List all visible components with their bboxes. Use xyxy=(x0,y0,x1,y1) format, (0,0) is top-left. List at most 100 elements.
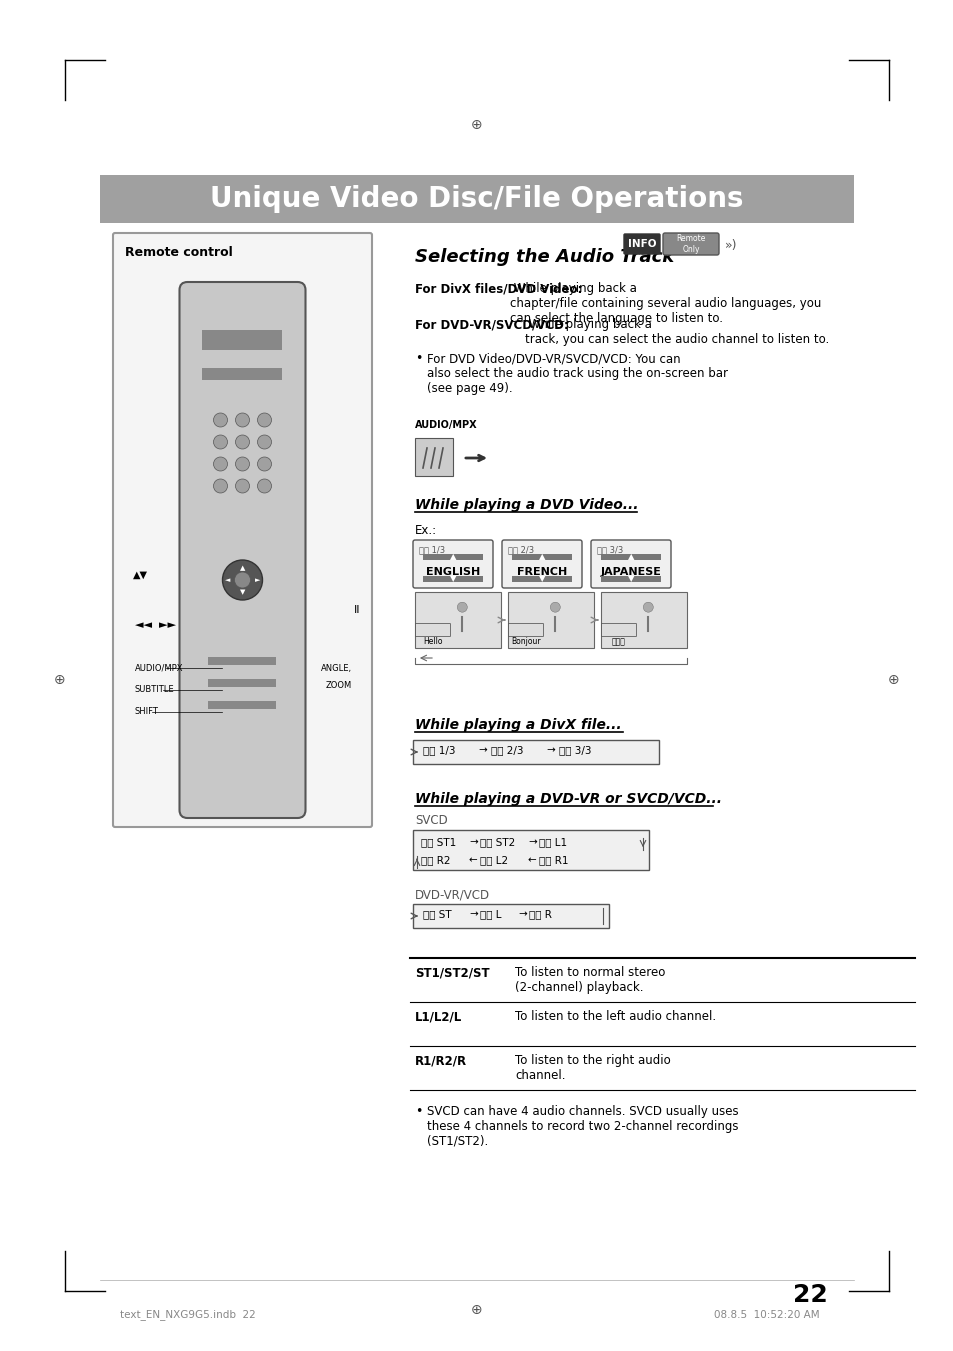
Text: AUDIO/MPX: AUDIO/MPX xyxy=(135,663,183,673)
Text: •: • xyxy=(415,1105,422,1119)
Text: 08.8.5  10:52:20 AM: 08.8.5 10:52:20 AM xyxy=(714,1310,820,1320)
Text: SVCD: SVCD xyxy=(415,815,447,827)
Text: R1/R2/R: R1/R2/R xyxy=(415,1054,467,1067)
Text: ▲: ▲ xyxy=(627,553,634,562)
Bar xyxy=(253,680,276,688)
Bar xyxy=(231,680,254,688)
Text: ST1/ST2/ST: ST1/ST2/ST xyxy=(415,966,489,979)
FancyBboxPatch shape xyxy=(501,540,581,588)
Text: ⊕: ⊕ xyxy=(54,673,66,688)
Text: Ⓣⓓ 1/3: Ⓣⓓ 1/3 xyxy=(418,546,445,554)
Text: While playing a DVD Video...: While playing a DVD Video... xyxy=(415,499,638,512)
FancyBboxPatch shape xyxy=(179,282,305,817)
Circle shape xyxy=(235,480,250,493)
Bar xyxy=(422,576,482,582)
Text: Ⓣⓓ L: Ⓣⓓ L xyxy=(479,909,501,919)
Text: ←: ← xyxy=(527,855,537,865)
Text: Remote control: Remote control xyxy=(125,246,233,259)
Text: 22: 22 xyxy=(792,1283,826,1306)
FancyBboxPatch shape xyxy=(601,624,636,636)
Circle shape xyxy=(234,571,251,588)
Text: ▲▼: ▲▼ xyxy=(132,570,148,580)
Circle shape xyxy=(257,435,272,449)
FancyBboxPatch shape xyxy=(112,232,372,827)
Bar xyxy=(415,438,453,476)
Text: SHIFT: SHIFT xyxy=(135,708,159,716)
Text: ▼: ▼ xyxy=(538,574,545,584)
Circle shape xyxy=(257,480,272,493)
Text: Selecting the Audio Track: Selecting the Audio Track xyxy=(415,249,674,266)
Text: →: → xyxy=(545,744,554,755)
Text: Ⓣⓓ L2: Ⓣⓓ L2 xyxy=(479,855,508,865)
FancyBboxPatch shape xyxy=(413,540,493,588)
Bar xyxy=(600,554,660,561)
Text: •: • xyxy=(415,353,422,365)
Text: For DVD-VR/SVCD/VCD:: For DVD-VR/SVCD/VCD: xyxy=(415,317,568,331)
Text: ZOOM: ZOOM xyxy=(325,681,352,689)
Text: ▲: ▲ xyxy=(449,553,456,562)
Text: →: → xyxy=(469,909,477,919)
Text: Ⓣⓓ ST: Ⓣⓓ ST xyxy=(422,909,451,919)
Text: ⊕: ⊕ xyxy=(471,1302,482,1317)
Text: ⊕: ⊕ xyxy=(887,673,899,688)
Text: SVCD can have 4 audio channels. SVCD usually uses
these 4 channels to record two: SVCD can have 4 audio channels. SVCD usu… xyxy=(427,1105,738,1148)
Text: →: → xyxy=(527,838,537,847)
Text: Ⓣⓓ R1: Ⓣⓓ R1 xyxy=(538,855,568,865)
Circle shape xyxy=(213,480,227,493)
Bar xyxy=(600,576,660,582)
Text: To listen to normal stereo
(2-channel) playback.: To listen to normal stereo (2-channel) p… xyxy=(515,966,664,994)
Text: ◄: ◄ xyxy=(225,577,230,584)
Text: Ⓣⓓ ST2: Ⓣⓓ ST2 xyxy=(479,838,515,847)
Text: Ⓣⓓ L1: Ⓣⓓ L1 xyxy=(538,838,566,847)
FancyBboxPatch shape xyxy=(590,540,670,588)
Text: Unique Video Disc/File Operations: Unique Video Disc/File Operations xyxy=(210,185,743,213)
Text: →: → xyxy=(469,838,477,847)
Circle shape xyxy=(222,561,262,600)
Text: Ⓣⓓ 3/3: Ⓣⓓ 3/3 xyxy=(558,744,591,755)
Bar xyxy=(253,657,276,665)
Text: Ⓣⓓ ST1: Ⓣⓓ ST1 xyxy=(420,838,456,847)
Circle shape xyxy=(257,457,272,471)
Text: ←: ← xyxy=(469,855,477,865)
Bar xyxy=(600,592,686,648)
Text: Ⓣⓓ 1/3: Ⓣⓓ 1/3 xyxy=(422,744,455,755)
Circle shape xyxy=(213,457,227,471)
Text: Remote
Only: Remote Only xyxy=(676,234,705,254)
Text: JAPANESE: JAPANESE xyxy=(600,567,660,577)
Text: AUDIO/MPX: AUDIO/MPX xyxy=(415,420,477,430)
Bar xyxy=(512,554,572,561)
Text: Hello: Hello xyxy=(423,638,442,647)
Text: Bonjour: Bonjour xyxy=(511,638,540,647)
Bar xyxy=(415,592,500,648)
Text: ▼: ▼ xyxy=(449,574,456,584)
Text: ►: ► xyxy=(254,577,260,584)
Circle shape xyxy=(257,413,272,427)
Text: ◄◄  ►►: ◄◄ ►► xyxy=(135,620,175,630)
Circle shape xyxy=(235,457,250,471)
Bar xyxy=(231,657,254,665)
Bar xyxy=(202,330,282,350)
Bar xyxy=(512,576,572,582)
Text: »): ») xyxy=(724,239,737,251)
Text: →: → xyxy=(517,909,526,919)
Bar xyxy=(202,367,282,380)
Bar xyxy=(209,701,233,709)
Text: Ⓣⓓ R: Ⓣⓓ R xyxy=(529,909,551,919)
Circle shape xyxy=(235,413,250,427)
Text: DVD-VR/VCD: DVD-VR/VCD xyxy=(415,888,490,901)
Circle shape xyxy=(235,435,250,449)
Bar xyxy=(507,592,594,648)
Circle shape xyxy=(213,413,227,427)
Text: SUBTITLE: SUBTITLE xyxy=(135,685,174,694)
Text: FRENCH: FRENCH xyxy=(517,567,566,577)
Circle shape xyxy=(456,603,467,612)
Text: Ⓣⓓ 2/3: Ⓣⓓ 2/3 xyxy=(491,744,523,755)
Text: While playing back a
track, you can select the audio channel to listen to.: While playing back a track, you can sele… xyxy=(524,317,828,346)
Bar xyxy=(422,554,482,561)
Text: ▲: ▲ xyxy=(538,553,545,562)
Bar xyxy=(231,701,254,709)
Bar xyxy=(100,176,853,223)
Bar xyxy=(209,680,233,688)
Text: ▼: ▼ xyxy=(627,574,634,584)
Text: Ⓣⓓ 3/3: Ⓣⓓ 3/3 xyxy=(597,546,622,554)
